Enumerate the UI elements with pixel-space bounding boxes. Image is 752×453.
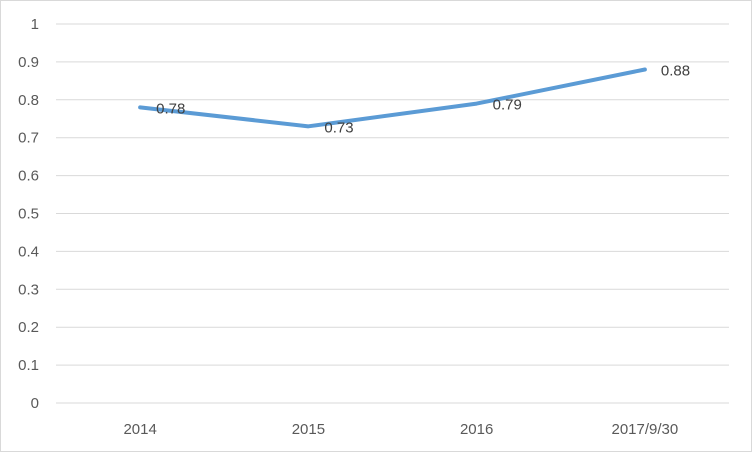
x-tick-label: 2015 <box>292 421 325 438</box>
y-tick-label: 0.4 <box>18 243 39 260</box>
gridlines <box>56 24 729 403</box>
y-tick-label: 0 <box>31 395 39 412</box>
y-tick-label: 0.1 <box>18 357 39 374</box>
y-tick-label: 0.9 <box>18 54 39 71</box>
y-tick-label: 0.5 <box>18 206 39 223</box>
data-label: 0.88 <box>661 62 690 79</box>
series-layer <box>140 69 645 126</box>
y-tick-label: 1 <box>31 16 39 33</box>
data-label: 0.73 <box>324 119 353 136</box>
y-tick-label: 0.6 <box>18 168 39 185</box>
data-label: 0.78 <box>156 100 185 117</box>
y-axis-ticks: 0 0.1 0.2 0.3 0.4 0.5 0.6 0.7 0.8 0.9 1 <box>18 16 39 412</box>
x-tick-label: 2017/9/30 <box>612 421 679 438</box>
x-tick-label: 2016 <box>460 421 493 438</box>
y-tick-label: 0.2 <box>18 319 39 336</box>
y-tick-label: 0.7 <box>18 130 39 147</box>
x-axis-ticks: 2014 2015 2016 2017/9/30 <box>123 421 678 438</box>
y-tick-label: 0.3 <box>18 281 39 298</box>
x-tick-label: 2014 <box>123 421 156 438</box>
series-line <box>140 69 645 126</box>
y-tick-label: 0.8 <box>18 92 39 109</box>
data-label: 0.79 <box>493 97 522 114</box>
